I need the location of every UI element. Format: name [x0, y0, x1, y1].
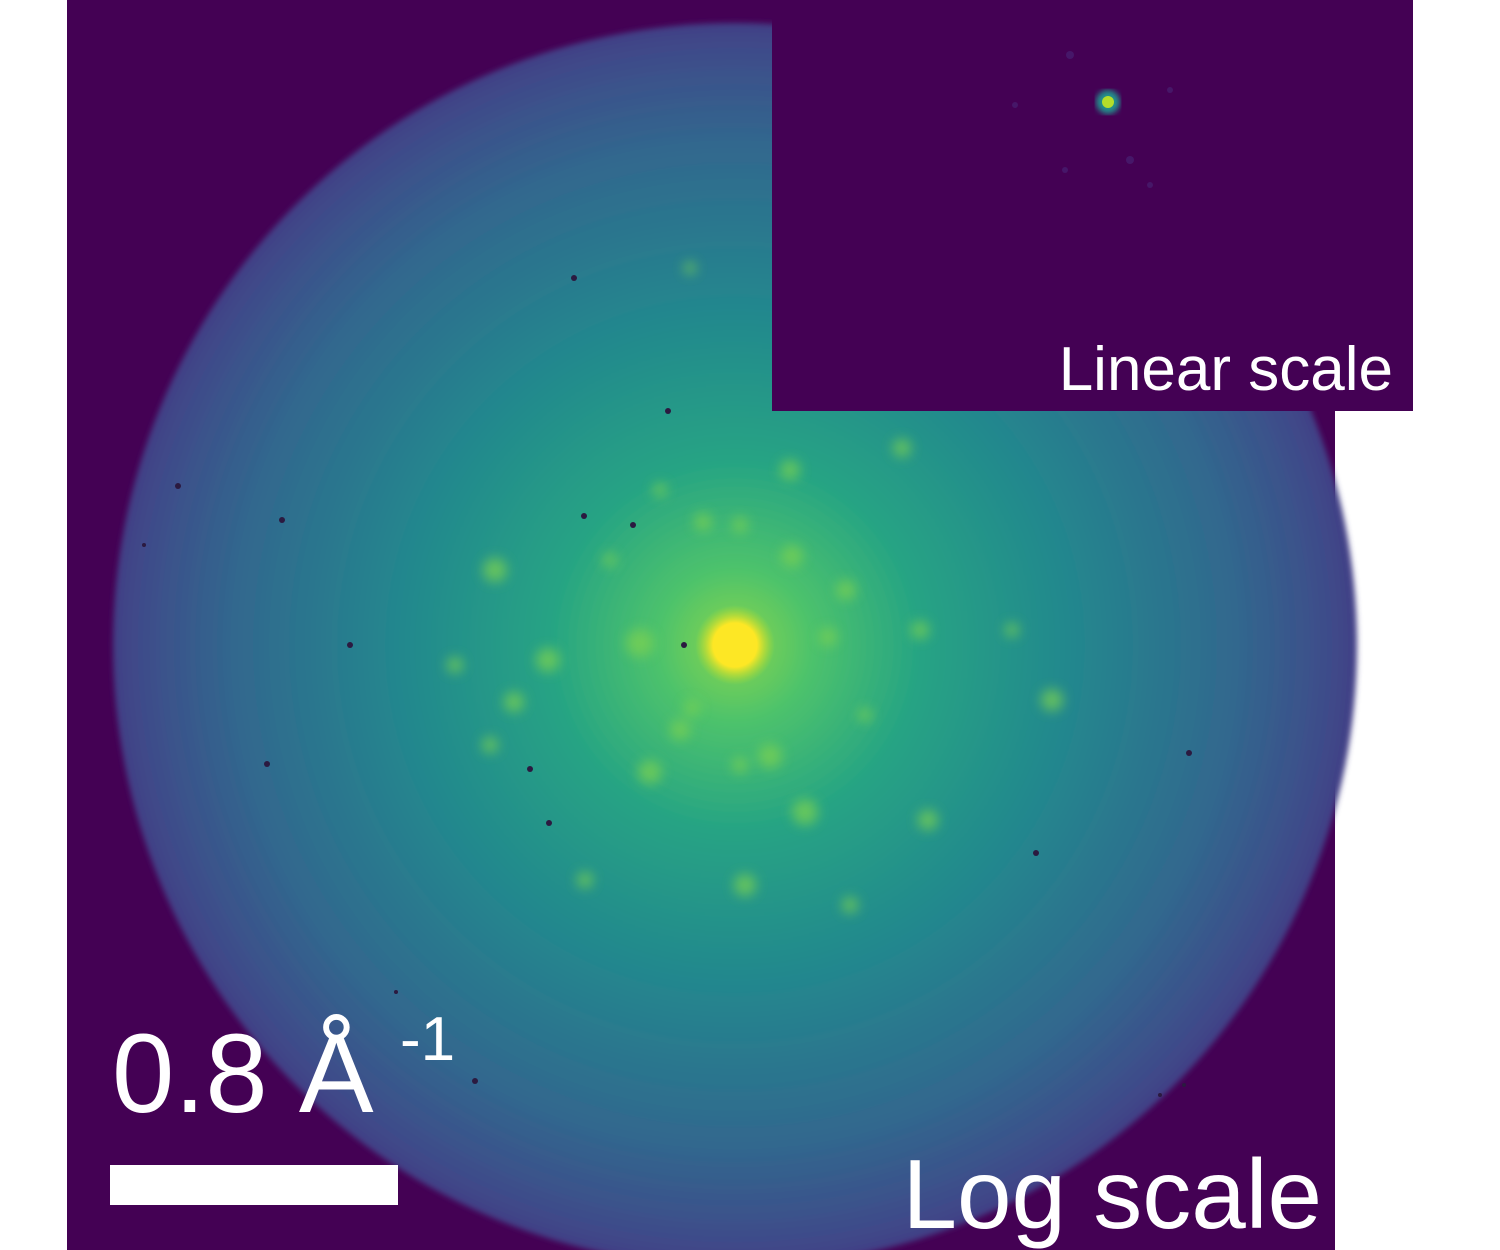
scale-bar-exponent: -1 [400, 1005, 455, 1074]
main-label: Log scale [902, 1139, 1322, 1249]
inset-faint-spots [1012, 51, 1173, 188]
dead-pixels [142, 275, 1192, 1097]
inset-beam [1102, 96, 1114, 108]
scale-bar [110, 1165, 398, 1205]
central-beam [695, 605, 775, 685]
inset-label: Linear scale [1059, 335, 1393, 404]
scale-bar-label: 0.8 Å [112, 1011, 374, 1136]
inset-background [772, 0, 1413, 411]
bragg-spots [447, 262, 1063, 913]
